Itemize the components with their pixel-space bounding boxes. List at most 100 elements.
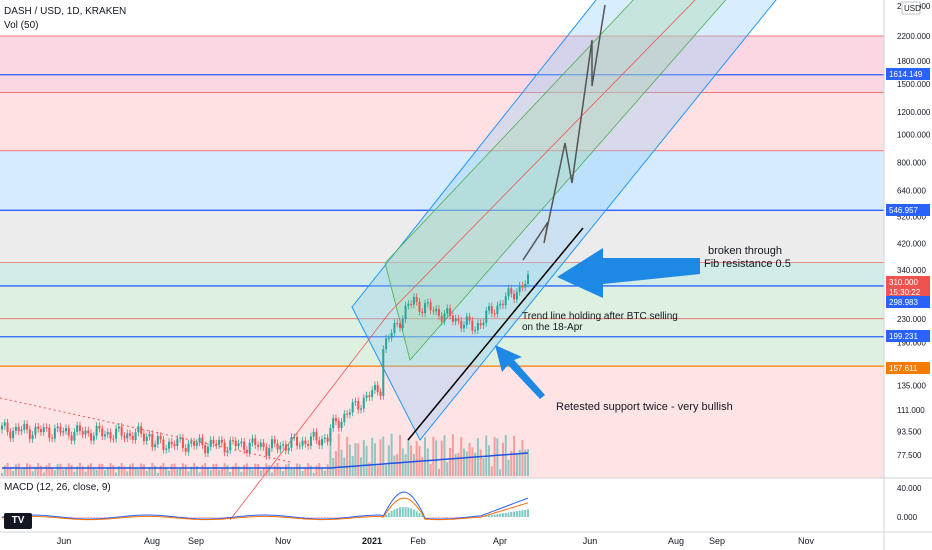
volume-bar	[410, 445, 413, 476]
volume-bar	[457, 453, 460, 476]
candle-body	[429, 302, 432, 311]
candle-body	[390, 332, 393, 338]
candle-body	[284, 444, 287, 451]
candle-body	[176, 438, 179, 447]
volume-bar	[346, 436, 349, 476]
volume-bar	[28, 464, 31, 476]
volume-bar	[137, 469, 140, 476]
candle-body	[346, 413, 349, 415]
volume-bar	[115, 472, 118, 476]
macd-histogram-bar	[390, 510, 393, 517]
volume-bar	[321, 467, 324, 476]
volume-bar	[396, 454, 399, 476]
channel-outer	[351, 0, 777, 441]
candle-body	[273, 439, 276, 444]
candle-body	[123, 435, 126, 439]
volume-bar	[493, 437, 496, 476]
candle-body	[90, 433, 93, 441]
projection-path	[522, 4, 606, 261]
volume-bar	[323, 470, 326, 476]
volume-bar	[479, 449, 482, 476]
volume-bar	[181, 463, 184, 476]
volume-bar	[117, 465, 120, 476]
volume-bar	[254, 463, 257, 476]
volume-bar	[501, 442, 504, 476]
candle-body	[451, 315, 454, 322]
candle-body	[293, 437, 296, 439]
volume-bar	[276, 463, 279, 476]
price-tick-label: 420.000	[897, 239, 926, 248]
macd-histogram-bar	[521, 510, 524, 517]
candle-body	[231, 440, 234, 442]
candle-body	[462, 324, 465, 329]
candle-body	[518, 285, 521, 292]
fib-band	[0, 150, 884, 211]
macd-histogram-bar	[312, 517, 315, 518]
macd-axis-ticks: 40.000 0.000	[897, 484, 922, 522]
volume-bar	[245, 463, 248, 476]
candle-body	[426, 302, 429, 304]
volume-bar	[62, 469, 65, 476]
candle-body	[304, 440, 307, 444]
volume-bar	[259, 470, 262, 476]
macd-histogram-bar	[421, 514, 424, 517]
volume-bar	[3, 465, 6, 476]
candle-body	[223, 442, 226, 453]
candle-body	[17, 426, 20, 432]
macd-histogram-bar	[198, 517, 201, 518]
macd-histogram-bar	[78, 517, 81, 518]
macd-histogram-bar	[499, 513, 502, 517]
candle-body	[137, 426, 140, 433]
macd-histogram-bar	[204, 517, 207, 518]
macd-histogram-bar	[440, 517, 443, 518]
volume-bar	[282, 471, 285, 476]
volume-bar	[407, 439, 410, 476]
volume-bar	[385, 465, 388, 476]
volume-bar	[315, 465, 318, 476]
time-tick-label: Nov	[798, 536, 815, 546]
volume-bar	[304, 467, 307, 476]
volume-bar	[131, 463, 134, 476]
volume-bar	[513, 435, 516, 476]
volume-bar	[360, 457, 363, 476]
candle-body	[165, 448, 168, 450]
candle-body	[162, 439, 165, 450]
candle-body	[67, 428, 70, 436]
price-tick-label: 77.500	[897, 451, 922, 460]
macd-histogram-bar	[410, 508, 413, 517]
candle-body	[62, 431, 65, 433]
candle-body	[373, 384, 376, 391]
candle-body	[501, 303, 504, 306]
candle-body	[348, 412, 351, 415]
candle-body	[215, 443, 218, 446]
candle-body	[65, 428, 68, 432]
volume-bar	[123, 466, 126, 476]
candle-body	[140, 426, 143, 434]
candle-body	[515, 291, 518, 300]
volume-bar	[129, 464, 132, 476]
candle-body	[393, 323, 396, 333]
volume-bar	[65, 468, 68, 476]
volume-bar	[51, 467, 54, 476]
candle-body	[435, 308, 438, 312]
volume-bar	[312, 472, 315, 476]
candle-body	[243, 441, 246, 450]
candle-body	[1, 425, 3, 430]
volume-bar	[421, 457, 424, 476]
volume-bar	[176, 469, 179, 476]
volume-bar	[48, 463, 51, 476]
candle-body	[142, 433, 145, 442]
candle-body	[340, 421, 343, 428]
candle-body	[437, 308, 440, 316]
price-tag-bg	[886, 296, 930, 308]
volume-bar	[31, 471, 34, 476]
candle-body	[245, 449, 248, 453]
candle-body	[407, 303, 410, 306]
annotation-retested: Retested support twice - very bullish	[556, 401, 733, 413]
volume-bar	[6, 463, 9, 476]
macd-histogram-bar	[451, 517, 454, 518]
candle-body	[457, 318, 460, 321]
volume-bar	[14, 464, 17, 476]
annotation-trendline-1: Trend line holding after BTC selling	[522, 311, 678, 322]
